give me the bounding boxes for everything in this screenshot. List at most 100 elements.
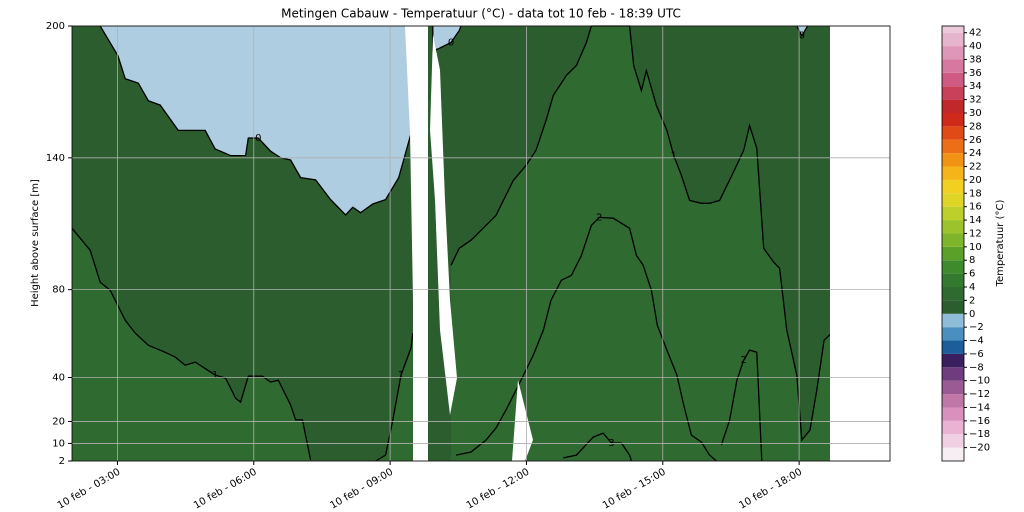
x-tick-label: 10 feb - 03:00 xyxy=(56,467,123,512)
colorbar-band xyxy=(942,353,964,368)
contour-line xyxy=(455,216,763,462)
contour-label: 0 xyxy=(255,133,261,144)
x-tick-label: 10 feb - 09:00 xyxy=(328,467,395,512)
colorbar-tick-label: 6 xyxy=(969,269,975,280)
colorbar-band xyxy=(942,367,964,381)
colorbar-tick-label: 40 xyxy=(969,41,982,52)
colorbar-band xyxy=(942,46,964,60)
colorbar-tick-label: −10 xyxy=(969,376,990,387)
colorbar-label: Temperatuur (°C) xyxy=(995,200,1006,288)
colorbar-tick-label: 16 xyxy=(969,202,982,213)
colorbar-tick-label: 12 xyxy=(969,228,982,239)
data-gap xyxy=(430,35,457,415)
contour-label: 1 xyxy=(398,370,404,381)
colorbar-tick-label: 20 xyxy=(969,175,982,186)
y-tick-label: 10 xyxy=(52,438,65,449)
colorbar-tick-label: −20 xyxy=(969,443,990,454)
colorbar-band xyxy=(942,246,964,261)
contour-label: 0 xyxy=(799,31,805,42)
contour-fill xyxy=(100,26,412,215)
colorbar-tick-label: 22 xyxy=(969,162,982,173)
colorbar-band xyxy=(942,153,964,167)
y-tick-label: 2 xyxy=(59,456,65,467)
colorbar-band xyxy=(942,287,964,301)
y-tick-label: 200 xyxy=(46,21,65,32)
colorbar-band xyxy=(942,434,964,448)
colorbar-tick-label: −16 xyxy=(969,416,990,427)
colorbar-tick-label: 2 xyxy=(969,295,975,306)
colorbar-tick-label: −6 xyxy=(969,349,984,360)
colorbar-tick-label: −8 xyxy=(969,362,984,373)
colorbar-band xyxy=(942,233,964,247)
colorbar-tick-label: −4 xyxy=(969,336,984,347)
colorbar-band xyxy=(942,394,964,408)
colorbar-tick-label: 38 xyxy=(969,54,982,65)
data-gap xyxy=(405,26,428,461)
contour-fill xyxy=(375,333,413,461)
colorbar-band xyxy=(942,447,964,461)
y-tick-label: 20 xyxy=(52,416,65,427)
colorbar-tick-label: 42 xyxy=(969,28,982,39)
colorbar-band xyxy=(942,139,964,154)
x-tick-label: 10 feb - 12:00 xyxy=(465,467,532,512)
contour-label: 1 xyxy=(670,150,676,161)
colorbar-tick-label: 34 xyxy=(969,81,982,92)
missing-data xyxy=(405,26,890,461)
colorbar-tick-label: 8 xyxy=(969,255,975,266)
colorbar-tick-label: 0 xyxy=(969,309,975,320)
x-tick-label: 10 feb - 18:00 xyxy=(737,467,804,512)
colorbar-band xyxy=(942,113,964,127)
colorbar-tick-label: 18 xyxy=(969,188,982,199)
colorbar-tick-label: 32 xyxy=(969,95,982,106)
colorbar-tick-label: 14 xyxy=(969,215,982,226)
colorbar-band xyxy=(942,206,964,221)
colorbar-tick-label: 10 xyxy=(969,242,982,253)
colorbar-tick-label: 26 xyxy=(969,135,982,146)
colorbar-band xyxy=(942,193,964,207)
colorbar-tick-label: 4 xyxy=(969,282,975,293)
colorbar-band xyxy=(942,86,964,100)
colorbar-tick-label: −14 xyxy=(969,402,990,413)
colorbar-band xyxy=(942,407,964,421)
colorbar-tick-label: 36 xyxy=(969,68,982,79)
y-axis-label: Height above surface [m] xyxy=(30,179,41,307)
colorbar-tick-label: −2 xyxy=(969,322,984,333)
colorbar-band xyxy=(942,300,964,314)
colorbar-tick-label: −12 xyxy=(969,389,990,400)
x-tick-label: 10 feb - 06:00 xyxy=(192,467,259,512)
contour-label: 2 xyxy=(740,355,746,366)
contour-label: 0 xyxy=(448,37,454,48)
colorbar-tick-label: −18 xyxy=(969,429,990,440)
colorbar-band xyxy=(942,32,964,47)
colorbar-band xyxy=(942,313,964,328)
contour-fill xyxy=(451,26,832,461)
contour-fill xyxy=(72,228,311,461)
colorbar-tick-label: 24 xyxy=(969,148,982,159)
colorbar-band xyxy=(942,327,964,341)
contour-line xyxy=(563,432,633,462)
colorbar-band xyxy=(942,380,964,395)
colorbar-band xyxy=(942,420,964,435)
y-tick-label: 40 xyxy=(52,373,65,384)
colorbar-band xyxy=(942,72,964,87)
colorbar-band xyxy=(942,99,964,113)
y-tick-label: 80 xyxy=(52,285,65,296)
colorbar-band xyxy=(942,59,964,73)
colorbar-band xyxy=(942,166,964,180)
colorbar-band xyxy=(942,260,964,274)
colorbar-frame xyxy=(941,25,965,462)
contour-fill xyxy=(796,26,808,36)
y-tick-label: 140 xyxy=(46,153,65,164)
x-tick-label: 10 feb - 15:00 xyxy=(601,467,668,512)
colorbar-tick-label: 30 xyxy=(969,108,982,119)
contour-label: 2 xyxy=(596,212,602,223)
contour-fill xyxy=(432,26,462,51)
data-gap xyxy=(512,380,533,461)
colorbar-band xyxy=(942,220,964,234)
colorbar-tick-label: 28 xyxy=(969,121,982,132)
colorbar-band xyxy=(942,126,964,140)
data-gap xyxy=(830,26,890,461)
colorbar-band xyxy=(942,340,964,354)
colorbar-band xyxy=(942,273,964,287)
